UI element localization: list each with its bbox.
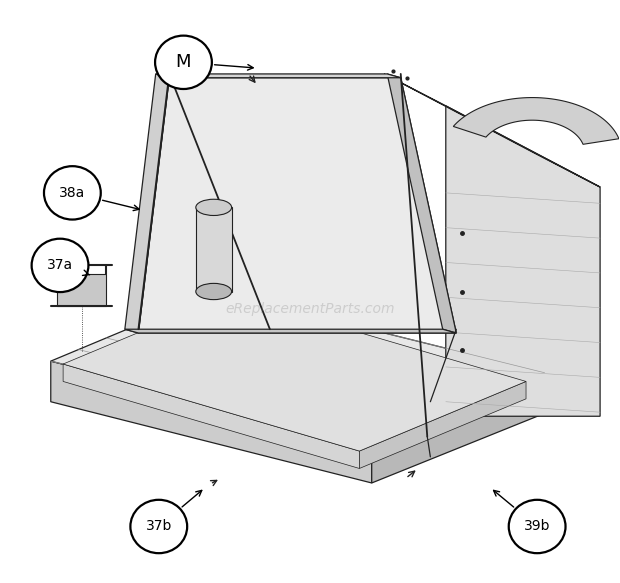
Text: 39b: 39b — [524, 519, 551, 533]
Text: 37b: 37b — [146, 519, 172, 533]
Circle shape — [44, 166, 101, 220]
Polygon shape — [63, 294, 526, 451]
Text: 38a: 38a — [60, 186, 86, 200]
Polygon shape — [51, 361, 372, 483]
Polygon shape — [384, 74, 600, 187]
Polygon shape — [156, 74, 401, 78]
Polygon shape — [372, 373, 544, 483]
Polygon shape — [125, 74, 169, 333]
Polygon shape — [138, 78, 456, 333]
Polygon shape — [360, 381, 526, 469]
Polygon shape — [125, 329, 456, 333]
Polygon shape — [57, 274, 106, 306]
Polygon shape — [387, 74, 456, 333]
Circle shape — [155, 36, 212, 89]
Polygon shape — [196, 208, 232, 292]
Circle shape — [130, 500, 187, 553]
Text: M: M — [175, 53, 191, 71]
Text: 37a: 37a — [47, 258, 73, 272]
Text: eReplacementParts.com: eReplacementParts.com — [225, 302, 395, 316]
Polygon shape — [63, 364, 360, 469]
Circle shape — [32, 238, 89, 292]
Polygon shape — [446, 106, 600, 416]
Circle shape — [509, 500, 565, 553]
Ellipse shape — [196, 199, 232, 216]
Ellipse shape — [196, 283, 232, 300]
Polygon shape — [51, 292, 544, 442]
Polygon shape — [453, 97, 619, 145]
